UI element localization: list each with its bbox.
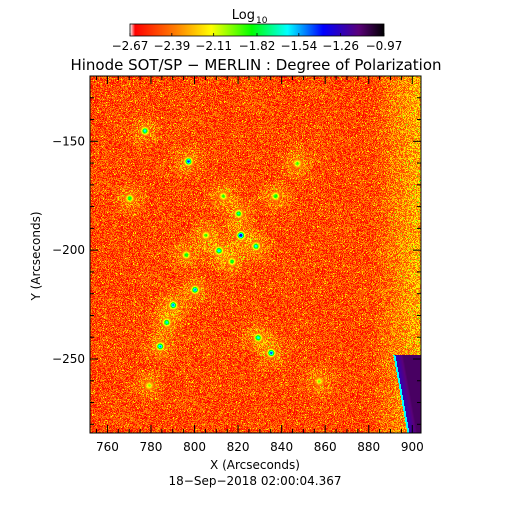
colorbar-ticks [129, 33, 385, 36]
colorbar-tick-label: −1.82 [239, 39, 276, 53]
colorbar-tick-label: −0.97 [366, 39, 403, 53]
x-tick-label: 820 [227, 440, 250, 454]
x-tick-label: 860 [314, 440, 337, 454]
colorbar-label: Log [232, 8, 255, 23]
colorbar-tick-label: −2.39 [153, 39, 190, 53]
x-axis-label: X (Arcseconds) [210, 458, 300, 472]
x-tick-label: 760 [96, 440, 119, 454]
x-tick-label: 900 [401, 440, 424, 454]
x-tick-label: 800 [183, 440, 206, 454]
colorbar-tick-label: −2.67 [112, 39, 149, 53]
colorbar-tick-labels: −2.67 −2.39 −2.11 −1.82 −1.54 −1.26 −0.97 [112, 39, 403, 53]
plot-frame [89, 75, 422, 434]
x-tick-label: 880 [357, 440, 380, 454]
y-tick-label: −200 [52, 243, 85, 257]
observation-timestamp: 18−Sep−2018 02:00:04.367 [169, 474, 342, 488]
colorbar-tick-label: −1.26 [322, 39, 359, 53]
y-axis-tick-labels: −150 −200 −250 [52, 134, 85, 366]
x-tick-label: 780 [140, 440, 163, 454]
y-tick-label: −250 [52, 352, 85, 366]
y-axis-ticks [90, 97, 421, 425]
x-axis-tick-labels: 760 780 800 820 840 860 880 900 [96, 440, 424, 454]
x-tick-label: 840 [270, 440, 293, 454]
polarization-heatmap [90, 76, 421, 433]
colorbar-label-subscript: 10 [256, 16, 268, 26]
y-axis-label: Y (Arcseconds) [29, 211, 43, 301]
y-tick-label: −150 [52, 134, 85, 148]
colorbar-tick-label: −2.11 [195, 39, 232, 53]
x-axis-ticks [96, 76, 413, 433]
colorbar-tick-label: −1.54 [280, 39, 317, 53]
chart-title: Hinode SOT/SP − MERLIN : Degree of Polar… [70, 56, 441, 74]
